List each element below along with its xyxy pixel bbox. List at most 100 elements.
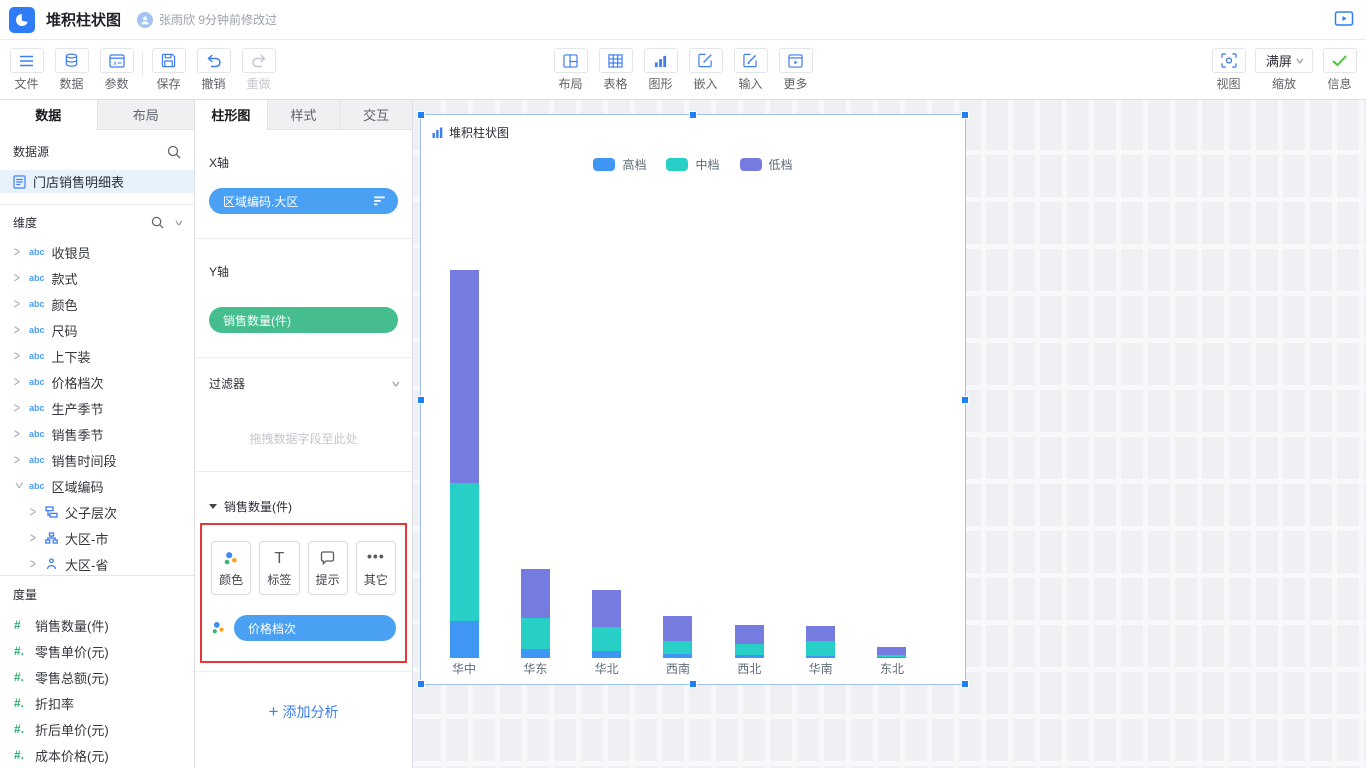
- chevron-right-icon: >: [14, 373, 21, 391]
- chevron-right-icon: >: [14, 243, 21, 261]
- data-button[interactable]: 数据: [49, 48, 94, 91]
- view-button[interactable]: 视图: [1206, 48, 1251, 91]
- tooltip-mark-button[interactable]: 提示: [307, 541, 348, 595]
- color-mark-button[interactable]: 颜色: [211, 541, 252, 595]
- undo-button[interactable]: 撤销: [191, 48, 236, 91]
- resize-handle-bottom-left[interactable]: [417, 680, 425, 688]
- bar-segment-中档[interactable]: [734, 644, 764, 655]
- bar-segment-低档[interactable]: [734, 625, 764, 644]
- tab-column-chart[interactable]: 柱形图: [195, 100, 267, 130]
- tab-layout[interactable]: 布局: [96, 100, 194, 130]
- dimension-item[interactable]: > abc 价格档次: [0, 369, 194, 395]
- parent-child-hierarchy-icon: [45, 506, 58, 518]
- color-field-pill[interactable]: 价格档次: [234, 615, 396, 641]
- bar-segment-高档[interactable]: [449, 621, 479, 658]
- dimensions-collapse-icon[interactable]: >: [171, 219, 186, 226]
- bar-segment-高档[interactable]: [734, 655, 764, 658]
- bar-segment-高档[interactable]: [806, 656, 836, 658]
- bar-segment-低档[interactable]: [592, 590, 622, 627]
- bar-segment-低档[interactable]: [663, 616, 693, 641]
- measure-item[interactable]: #. 零售单价(元): [0, 638, 194, 664]
- dimension-item[interactable]: > abc 生产季节: [0, 395, 194, 421]
- dimension-item[interactable]: > abc 销售时间段: [0, 447, 194, 473]
- bar-segment-中档[interactable]: [877, 655, 907, 657]
- chart-widget-button[interactable]: 图形: [638, 48, 683, 91]
- bar-segment-低档[interactable]: [806, 626, 836, 641]
- legend-item[interactable]: 中档: [666, 156, 720, 173]
- save-button[interactable]: 保存: [146, 48, 191, 91]
- measure-label: 零售单价(元): [35, 644, 109, 660]
- datasource-table-item[interactable]: 门店销售明细表: [0, 170, 194, 193]
- resize-handle-top-right[interactable]: [961, 111, 969, 119]
- measure-item[interactable]: #. 折后单价(元): [0, 716, 194, 742]
- chart-widget[interactable]: 堆积柱状图 高档 中档 低档 华中 华东 华北 西南 西北 华南 东北: [417, 111, 969, 688]
- measure-label: 折扣率: [35, 696, 75, 712]
- embed-widget-button[interactable]: 嵌入: [683, 48, 728, 91]
- chevron-right-icon: >: [14, 451, 21, 469]
- dashboard-canvas[interactable]: 堆积柱状图 高档 中档 低档 华中 华东 华北 西南 西北 华南 东北: [413, 100, 1366, 768]
- sort-descending-icon[interactable]: [374, 196, 386, 206]
- bar-segment-中档[interactable]: [449, 483, 479, 621]
- resize-handle-bottom[interactable]: [689, 680, 697, 688]
- dimension-item[interactable]: > abc 销售季节: [0, 421, 194, 447]
- dimension-item[interactable]: > abc 颜色: [0, 291, 194, 317]
- present-icon[interactable]: [1333, 9, 1355, 29]
- resize-handle-bottom-right[interactable]: [961, 680, 969, 688]
- dimension-item[interactable]: > abc 收银员: [0, 239, 194, 265]
- bar-segment-高档[interactable]: [520, 649, 550, 658]
- bar-segment-中档[interactable]: [520, 618, 550, 649]
- legend-label: 低档: [768, 158, 793, 172]
- filter-dropzone[interactable]: 拖拽数据字段至此处: [249, 432, 358, 446]
- measure-item[interactable]: #. 零售总额(元): [0, 664, 194, 690]
- x-axis-field-pill[interactable]: 区域编码.大区: [209, 188, 398, 214]
- measure-item[interactable]: # 销售数量(件): [0, 612, 194, 638]
- resize-handle-top-left[interactable]: [417, 111, 425, 119]
- resize-handle-top[interactable]: [689, 111, 697, 119]
- y-axis-field-pill[interactable]: 销售数量(件): [209, 307, 398, 333]
- bar-segment-中档[interactable]: [592, 627, 622, 651]
- check-icon: [1322, 48, 1357, 73]
- label-mark-button[interactable]: T 标签: [259, 541, 300, 595]
- dimension-item[interactable]: > abc 上下装: [0, 343, 194, 369]
- datasource-search-icon[interactable]: [167, 145, 181, 159]
- add-analysis-button[interactable]: + 添加分析: [268, 702, 339, 721]
- dimensions-search-icon[interactable]: [151, 216, 164, 229]
- filter-collapse-icon[interactable]: >: [388, 380, 403, 387]
- legend-item[interactable]: 高档: [593, 156, 646, 173]
- more-widgets-button[interactable]: 更多: [773, 48, 818, 91]
- zoom-select[interactable]: 满屏 > 缩放: [1251, 48, 1317, 91]
- bar-segment-高档[interactable]: [592, 651, 622, 658]
- params-button[interactable]: x= 参数: [94, 48, 139, 91]
- redo-button[interactable]: 重做: [236, 48, 281, 91]
- bar-segment-低档[interactable]: [877, 647, 907, 655]
- bar-segment-高档[interactable]: [663, 654, 693, 658]
- bar-segment-高档[interactable]: [877, 657, 907, 658]
- other-mark-button[interactable]: ••• 其它: [355, 541, 396, 595]
- tab-style[interactable]: 样式: [266, 100, 340, 130]
- bar-segment-中档[interactable]: [806, 641, 836, 656]
- layout-widget-button[interactable]: 布局: [548, 48, 593, 91]
- input-widget-button[interactable]: 输入: [728, 48, 773, 91]
- file-button[interactable]: 文件: [4, 48, 49, 91]
- dimension-item-expanded[interactable]: > abc 区域编码: [9, 479, 104, 495]
- info-button[interactable]: 信息: [1317, 48, 1362, 91]
- color-dots-icon: [211, 621, 226, 635]
- tab-data[interactable]: 数据: [0, 100, 97, 130]
- measure-item[interactable]: #. 折扣率: [0, 690, 194, 716]
- hierarchy-item[interactable]: > 父子层次: [30, 503, 118, 521]
- bar-segment-低档[interactable]: [520, 569, 550, 618]
- table-widget-button[interactable]: 表格: [593, 48, 638, 91]
- tab-interaction[interactable]: 交互: [339, 100, 412, 130]
- measure-item[interactable]: #. 成本价格(元): [0, 742, 194, 768]
- legend-item[interactable]: 低档: [739, 156, 793, 173]
- dimension-item[interactable]: > abc 款式: [0, 265, 194, 291]
- measure-section-header[interactable]: 销售数量(件): [209, 498, 398, 515]
- hierarchy-item[interactable]: > 大区-省: [30, 555, 109, 571]
- resize-handle-right[interactable]: [961, 395, 969, 404]
- dimension-item[interactable]: > abc 尺码: [0, 317, 194, 343]
- bar-segment-中档[interactable]: [663, 641, 693, 654]
- measure-label: 成本价格(元): [35, 748, 109, 764]
- bar-segment-低档[interactable]: [449, 270, 479, 483]
- hierarchy-item[interactable]: > 大区-市: [30, 529, 109, 547]
- resize-handle-left[interactable]: [417, 395, 425, 404]
